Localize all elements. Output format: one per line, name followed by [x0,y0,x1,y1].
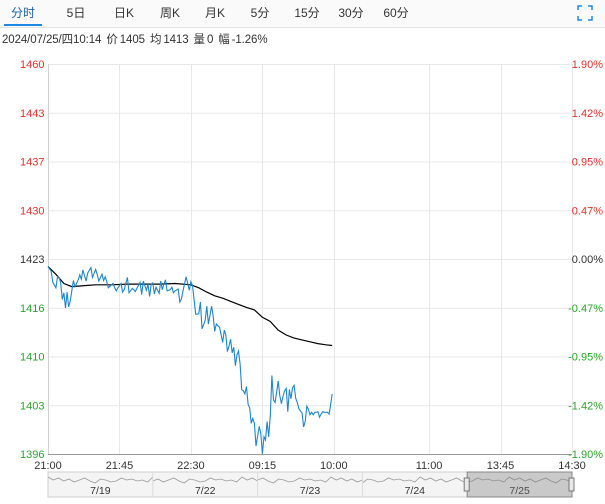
y-tick-label-right: -1.42% [568,400,603,412]
y-tick-label-left: 1396 [20,449,44,461]
tab-5[interactable]: 5分 [250,6,270,20]
tab-7[interactable]: 30分 [338,6,364,20]
change-value: -1.26% [231,34,268,46]
y-tick-label-left: 1430 [20,205,44,217]
navigator-date-label: 7/23 [300,485,321,497]
avg-label: 均 [149,34,162,46]
tab-0[interactable]: 分时 [4,0,42,26]
y-tick-label-left: 1423 [20,254,44,266]
navigator-mini-line [257,476,363,484]
y-tick-label-left: 1403 [20,400,44,412]
navigator-mini-line [152,476,258,484]
tab-2[interactable]: 日K [113,6,134,20]
x-tick-label: 10:00 [320,460,348,472]
fullscreen-icon[interactable] [577,5,593,21]
navigator-date-label: 7/19 [90,485,111,497]
navigator-right-handle[interactable] [568,477,575,492]
y-tick-label-left: 1410 [20,352,44,364]
y-tick-label-left: 1443 [20,108,44,120]
y-tick-label-right: 1.42% [572,108,603,120]
y-tick-label-right: 0.00% [572,254,603,266]
y-tick-label-right: -0.95% [568,352,603,364]
volume-value: 0 [206,34,214,46]
avg-value: 1413 [163,34,189,46]
x-tick-label: 13:45 [487,460,515,472]
tab-1[interactable]: 5日 [66,6,86,20]
x-tick-label: 11:00 [416,460,443,472]
volume-label: 量 [193,34,206,46]
tab-8[interactable]: 60分 [383,6,409,20]
y-tick-label-right: 1.90% [572,59,603,71]
y-tick-label-right: 0.95% [572,157,603,169]
price-label: 价 [106,34,118,46]
navigator-selection[interactable] [466,471,573,498]
tab-4[interactable]: 月K [204,6,225,20]
quote-datetime: 2024/07/25/四10:14 [2,34,102,46]
period-tab-bar: 分时 5日 日K 周K 月K 5分 15分 30分 60分 [0,0,605,28]
y-tick-label-left: 1437 [20,157,44,169]
x-tick-label: 09:15 [249,460,277,472]
x-tick-label: 21:45 [106,460,134,472]
average-price-line [47,265,333,347]
navigator-date-label: 7/25 [509,485,530,497]
y-tick-label-left: 1460 [20,59,44,71]
y-tick-label-left: 1416 [20,303,44,315]
y-tick-label-right: -0.47% [568,303,603,315]
range-navigator[interactable]: 7/19 7/22 7/23 7/24 7/25 [47,471,575,498]
navigator-mini-line [467,476,573,484]
navigator-mini-line [47,476,154,484]
change-label: 幅 [218,34,230,46]
navigator-date-label: 7/22 [195,485,216,497]
tab-6[interactable]: 15分 [294,6,320,20]
navigator-date-label: 7/24 [405,485,426,497]
navigator-background [47,471,573,498]
price-value: 1405 [119,34,145,46]
x-tick-label: 22:30 [177,460,205,472]
x-tick-label: 21:00 [34,460,62,472]
quote-info-line: 2024/07/25/四10:14 价 1405 均 1413 量 0 幅 -1.26% [2,31,272,47]
y-tick-label-right: -1.90% [568,449,603,461]
navigator-mini-line [362,476,468,484]
navigator-left-handle[interactable] [463,477,470,492]
tab-3[interactable]: 周K [159,6,180,20]
x-tick-label: 14:30 [558,460,586,472]
y-tick-label-right: 0.47% [572,205,603,217]
price-line [47,265,333,455]
